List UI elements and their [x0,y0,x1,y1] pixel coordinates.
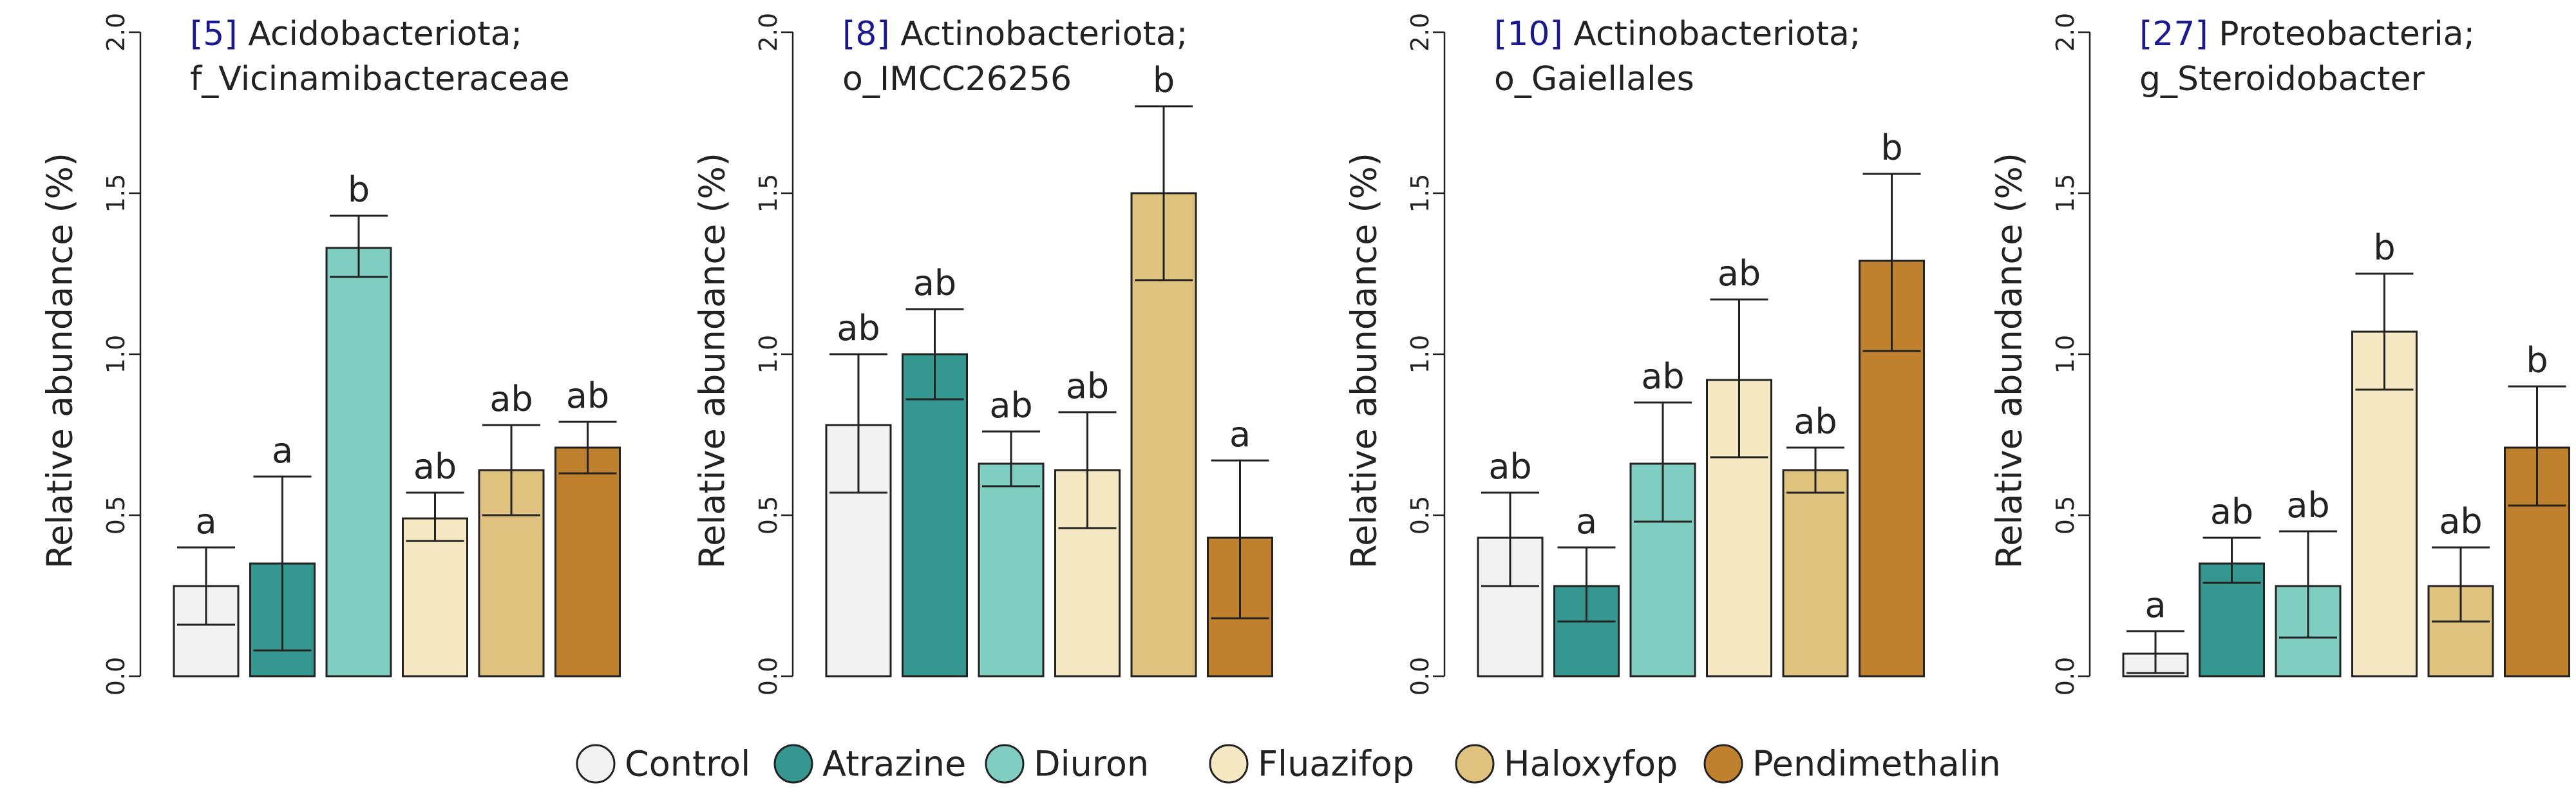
panel-1: 0.0 0.5 1.0 1.5 2.0 Relative abundance (%) [5]… [40,13,621,696]
y-tick-label: 2.0 [2051,13,2079,52]
y-tick-label: 0.5 [1406,496,1434,535]
significance-letter: b [348,169,370,210]
y-tick-label: 1.0 [2051,335,2079,374]
y-tick-label: 0.0 [754,657,782,696]
legend-item-fluazifop: Fluazifop [1209,744,1414,784]
significance-letter: a [272,430,293,471]
significance-letter: ab [2439,501,2482,542]
significance-letter: ab [1641,356,1684,397]
bar-haloxyfop [1782,469,1849,678]
legend-swatch [576,744,616,784]
legend-swatch [1455,744,1495,784]
panel-3: 0.0 0.5 1.0 1.5 2.0 Relative abundance (%) [10… [1344,13,1925,696]
significance-letter: a [1229,414,1251,455]
legend-label: Control [625,744,750,784]
significance-letter: b [2526,340,2548,381]
panel-title-taxon: Actinobacteriota; [1573,15,1861,53]
significance-letter: ab [489,379,533,419]
significance-letter: ab [2210,491,2253,532]
bar-diuron [325,247,392,678]
legend-swatch [1703,744,1743,784]
panel-title-taxon: Proteobacteria; [2219,15,2475,53]
panel-title-id: [5] [190,15,238,53]
legend-item-pendimethalin: Pendimethalin [1703,744,2001,784]
y-tick-label: 1.5 [102,174,130,213]
panel-title-line2: o_IMCC26256 [842,60,1072,99]
panel-2: 0.0 0.5 1.0 1.5 2.0 Relative abundance (%) [8]… [692,13,1273,696]
y-axis-label: Relative abundance (%) [692,153,733,569]
legend-swatch [985,744,1025,784]
legend-swatch [773,744,813,784]
panel-title-line1: [8] Actinobacteriota; [842,15,1188,53]
y-tick-label: 2.0 [754,13,782,52]
significance-letter: ab [566,375,609,416]
y-tick-label: 0.5 [2051,496,2079,535]
y-tick-label: 1.5 [1406,174,1434,213]
y-tick-label: 1.0 [102,335,130,374]
y-tick-label: 0.0 [2051,657,2079,696]
panel-title-space [2208,15,2219,53]
panel-title-taxon: Actinobacteriota; [900,15,1188,53]
significance-letter: ab [2286,485,2329,526]
significance-letter: ab [1488,446,1531,487]
y-tick-label: 0.0 [1406,657,1434,696]
legend-swatch [1209,744,1249,784]
significance-letter: b [2373,227,2395,268]
panel-title-line2: g_Steroidobacter [2139,60,2425,99]
panel-title-line1: [27] Proteobacteria; [2139,15,2475,53]
legend-item-control: Control [576,744,750,784]
y-tick-label: 0.5 [754,496,782,535]
bar-pendimethalin [554,446,621,678]
y-tick-label: 0.0 [102,657,130,696]
significance-letter: a [1576,501,1597,542]
significance-letter: ab [1718,253,1761,294]
legend-label: Pendimethalin [1752,744,2001,784]
panel-title-line2: o_Gaiellales [1494,60,1694,99]
y-axis-label: Relative abundance (%) [1344,153,1385,569]
panel-title-taxon: Acidobacteriota; [248,15,522,53]
significance-letter: b [1153,60,1175,100]
panel-title-line1: [10] Actinobacteriota; [1494,15,1861,53]
panel-title-space [890,15,901,53]
significance-letter: ab [1066,366,1109,406]
significance-letter: ab [913,263,956,303]
panel-title-id: [27] [2139,15,2208,53]
y-axis-label: Relative abundance (%) [40,153,80,569]
panel-title-line2: f_Vicinamibacteraceae [190,60,570,99]
legend-label: Diuron [1034,744,1149,784]
bar-fluazifop [402,517,468,678]
y-tick-label: 2.0 [102,13,130,52]
y-tick-label: 1.5 [754,174,782,213]
panel-title-space [1563,15,1574,53]
panel-4: 0.0 0.5 1.0 1.5 2.0 Relative abundance (%) [27… [1989,13,2570,696]
y-tick-label: 2.0 [1406,13,1434,52]
significance-letter: b [1880,128,1902,168]
panel-title-id: [10] [1494,15,1563,53]
y-tick-label: 1.0 [754,335,782,374]
legend-label: Haloxyfop [1504,744,1678,784]
significance-letter: ab [989,385,1032,426]
y-tick-label: 0.5 [102,496,130,535]
panel-title-id: [8] [842,15,890,53]
bar-diuron [978,462,1045,678]
y-axis-label: Relative abundance (%) [1989,153,2030,569]
bar-atrazine [902,353,968,678]
panel-title-line1: [5] Acidobacteriota; [190,15,522,53]
legend: Control Atrazine Diuron Fluazifop Haloxyfop P… [576,744,2001,784]
y-tick-label: 1.0 [1406,335,1434,374]
panel-title-space [238,15,249,53]
bar-control [1477,536,1544,678]
significance-letter: a [195,501,216,542]
legend-item-atrazine: Atrazine [773,744,966,784]
significance-letter: a [2145,585,2166,625]
legend-label: Atrazine [822,744,966,784]
significance-letter: ab [413,446,457,487]
legend-item-haloxyfop: Haloxyfop [1455,744,1678,784]
y-tick-label: 1.5 [2051,174,2079,213]
legend-label: Fluazifop [1258,744,1414,784]
significance-letter: ab [1794,401,1837,442]
legend-item-diuron: Diuron [985,744,1149,784]
significance-letter: ab [837,308,880,348]
